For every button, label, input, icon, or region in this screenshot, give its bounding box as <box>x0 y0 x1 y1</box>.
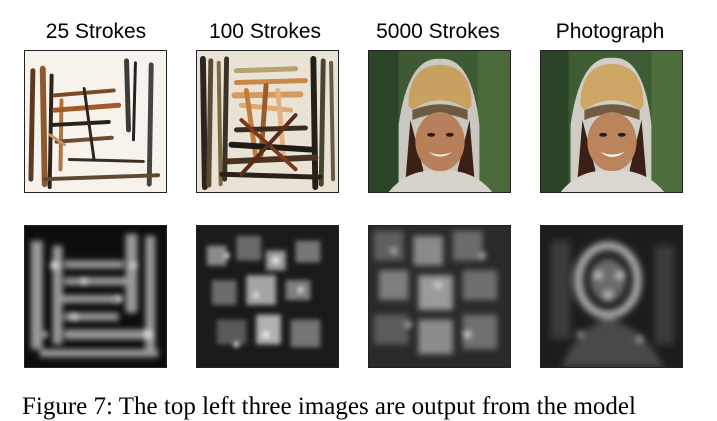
heatmap-photograph <box>540 225 683 368</box>
photograph <box>540 50 683 193</box>
column-title-100-strokes: 100 Strokes <box>208 20 322 43</box>
heatmap-25-strokes <box>24 225 167 368</box>
painting-25-strokes <box>24 50 167 193</box>
heatmap-5000-strokes <box>368 225 511 368</box>
figure-caption: Figure 7: The top left three images are … <box>22 393 636 420</box>
heatmap-100-strokes <box>196 225 339 368</box>
column-title-5000-strokes: 5000 Strokes <box>376 20 500 43</box>
painting-5000-strokes <box>368 50 511 193</box>
column-title-photograph: Photograph <box>555 20 665 43</box>
column-title-25-strokes: 25 Strokes <box>45 20 147 43</box>
painting-100-strokes <box>196 50 339 193</box>
